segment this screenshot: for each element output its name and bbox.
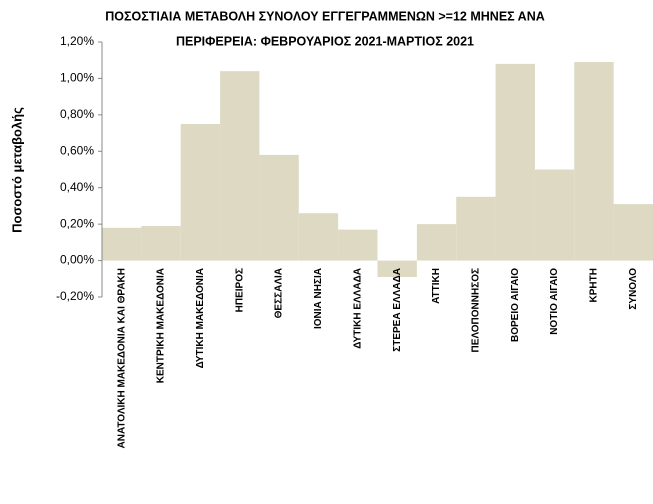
x-tick-label: ΝΟΤΙΟ ΑΙΓΑΙΟ: [549, 268, 560, 335]
y-tick-label: -0,20%: [56, 289, 94, 303]
x-tick-label: ΒΟΡΕΙΟ ΑΙΓΑΙΟ: [510, 268, 521, 342]
bar: [456, 196, 496, 261]
chart-title: ΠΕΡΙΦΕΡΕΙΑ: ΦΕΒΡΟΥΑΡΙΟΣ 2021-ΜΑΡΤΙΟΣ 202…: [176, 34, 474, 48]
bar: [180, 123, 221, 261]
x-tick-label: ΣΥΝΟΛΟ: [628, 268, 639, 310]
bar: [495, 63, 535, 261]
bar: [220, 71, 260, 261]
x-tick-label: ΚΡΗΤΗ: [589, 268, 600, 302]
bar: [259, 154, 299, 261]
bar: [102, 227, 142, 261]
y-tick-label: 1,20%: [60, 34, 94, 48]
x-tick-label: ΑΤΤΙΚΗ: [431, 268, 442, 304]
bar: [377, 260, 417, 277]
bar: [338, 229, 378, 261]
y-tick-label: 0,40%: [60, 180, 94, 194]
x-tick-label: ΘΕΣΣΑΛΙΑ: [274, 268, 285, 318]
x-tick-label: ΑΝΑΤΟΛΙΚΗ ΜΑΚΕΔΟΝΙΑ ΚΑΙ ΘΡΑΚΗ: [116, 268, 127, 448]
x-tick-label: ΔΥΤΙΚΗ ΕΛΛΑΔΑ: [352, 268, 363, 349]
y-tick-label: 0,00%: [60, 253, 94, 267]
y-tick-label: 0,20%: [60, 216, 94, 230]
bar: [574, 62, 614, 261]
x-tick-label: ΔΥΤΙΚΗ ΜΑΚΕΔΟΝΙΑ: [195, 268, 206, 368]
y-tick-label: 0,60%: [60, 143, 94, 157]
x-tick-label: ΣΤΕΡΕΑ ΕΛΛΑΔΑ: [392, 268, 403, 352]
y-tick-label: 1,00%: [60, 71, 94, 85]
bar: [613, 204, 653, 261]
chart-title: ΠΟΣΟΣΤΙΑΙΑ ΜΕΤΑΒΟΛΗ ΣΥΝΟΛΟΥ ΕΓΓΕΓΡΑΜΜΕΝΩ…: [105, 9, 545, 23]
x-tick-label: ΚΕΝΤΡΙΚΗ ΜΑΚΕΔΟΝΙΑ: [156, 268, 167, 383]
bar: [416, 224, 457, 261]
bar: [141, 225, 181, 261]
x-tick-label: ΗΠΕΙΡΟΣ: [234, 268, 245, 312]
x-tick-label: ΠΕΛΟΠΟΝΝΗΣΟΣ: [471, 268, 482, 353]
x-tick-label: ΙΟΝΙΑ ΝΗΣΙΑ: [313, 268, 324, 329]
y-tick-label: 0,80%: [60, 107, 94, 121]
bar: [534, 169, 575, 261]
y-axis-label: Ποσοστό μεταβολής: [9, 107, 24, 233]
bar: [298, 213, 339, 261]
